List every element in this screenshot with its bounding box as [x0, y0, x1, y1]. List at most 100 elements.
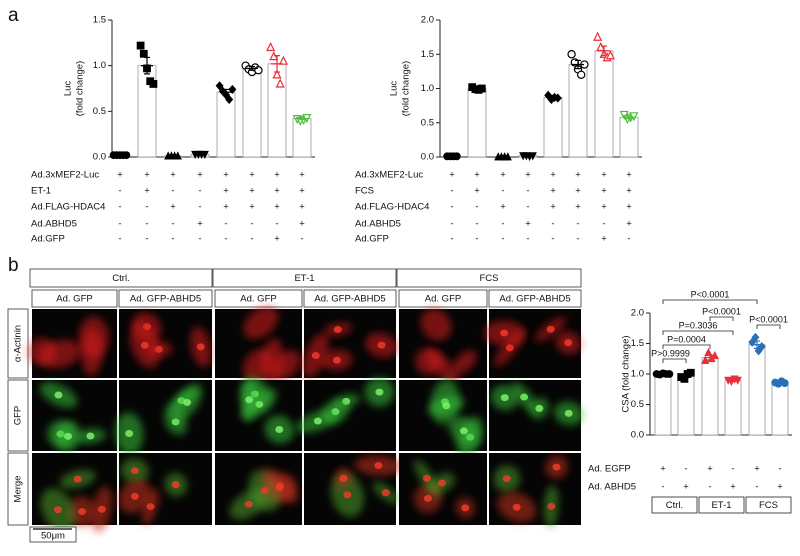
condition-value: -	[145, 219, 148, 230]
condition-value: -	[145, 202, 148, 213]
condition-value: -	[602, 219, 605, 230]
y-tick-label: 0.0	[93, 152, 106, 163]
nucleus	[74, 476, 82, 483]
error-bar	[114, 155, 126, 156]
y-tick-label: 0.0	[421, 152, 434, 163]
condition-label: Ad.ABHD5	[355, 219, 401, 230]
condition-value: -	[118, 234, 121, 245]
group-label: Ctrl.	[666, 500, 683, 511]
nucleus	[535, 405, 543, 412]
y-tick-label: 1.0	[93, 60, 106, 71]
condition-value: +	[525, 170, 531, 181]
bar	[678, 376, 694, 435]
nucleus	[382, 489, 390, 496]
data-point	[150, 80, 157, 87]
nucleus	[442, 402, 450, 409]
bar	[569, 65, 587, 157]
y-tick-label: 1.5	[93, 15, 106, 26]
condition-value: -	[171, 186, 174, 197]
row-label: α-Actinin	[13, 325, 24, 362]
subcolumn-header: Ad. GFP	[56, 294, 92, 305]
nucleus	[125, 430, 133, 437]
bar	[468, 89, 486, 158]
condition-value: -	[551, 219, 554, 230]
condition-value: -	[300, 234, 303, 245]
subcolumn-header: Ad. GFP-ABHD5	[314, 294, 385, 305]
condition-value: +	[170, 170, 176, 181]
condition-value: +	[601, 202, 607, 213]
nucleus	[245, 396, 253, 403]
condition-value: -	[250, 219, 253, 230]
bar	[243, 68, 261, 157]
condition-value: +	[223, 170, 229, 181]
data-point	[597, 43, 604, 50]
y-tick-label: 1.0	[631, 369, 644, 380]
bar	[595, 51, 613, 157]
bar	[655, 374, 671, 435]
condition-label: Ad.FLAG-HDAC4	[355, 202, 429, 213]
data-point	[280, 57, 287, 64]
nucleus	[275, 426, 283, 433]
condition-value: -	[526, 202, 529, 213]
y-tick-label: 0.5	[631, 399, 644, 410]
bar	[620, 117, 638, 157]
nucleus	[131, 493, 139, 500]
condition-value: -	[661, 482, 664, 493]
condition-value: -	[250, 234, 253, 245]
panel-label: a	[8, 5, 19, 26]
data-point	[137, 42, 144, 49]
nucleus	[333, 357, 341, 364]
condition-value: -	[450, 202, 453, 213]
nucleus	[172, 481, 180, 488]
group-label: ET-1	[711, 500, 731, 511]
nucleus	[64, 433, 72, 440]
condition-value: +	[550, 202, 556, 213]
condition-value: +	[249, 202, 255, 213]
condition-value: -	[118, 202, 121, 213]
condition-value: -	[475, 202, 478, 213]
subcolumn-header: Ad. GFP	[425, 294, 461, 305]
condition-value: +	[550, 186, 556, 197]
condition-value: +	[249, 186, 255, 197]
condition-value: +	[474, 186, 480, 197]
condition-label: ET-1	[31, 186, 51, 197]
nucleus	[547, 503, 555, 510]
condition-value: +	[525, 219, 531, 230]
condition-label: Ad.GFP	[355, 234, 389, 245]
nucleus	[197, 343, 205, 350]
condition-label: Ad.3xMEF2-Luc	[31, 170, 99, 181]
condition-value: -	[708, 482, 711, 493]
y-tick-label: 0.5	[421, 117, 434, 128]
condition-label: Ad.3xMEF2-Luc	[355, 170, 423, 181]
condition-value: +	[707, 464, 713, 475]
data-point	[578, 71, 585, 78]
column-header: Ctrl.	[112, 273, 129, 284]
condition-label: Ad. ABHD5	[588, 482, 636, 493]
data-point	[140, 50, 147, 57]
condition-value: -	[118, 186, 121, 197]
condition-value: +	[144, 170, 150, 181]
nucleus	[438, 480, 446, 487]
data-point	[255, 67, 262, 74]
condition-value: +	[601, 186, 607, 197]
error-bar	[522, 155, 534, 156]
condition-value: -	[118, 219, 121, 230]
nucleus	[334, 326, 342, 333]
condition-value: -	[501, 219, 504, 230]
condition-value: +	[223, 202, 229, 213]
condition-value: -	[627, 234, 630, 245]
subcolumn-header: Ad. GFP-ABHD5	[499, 294, 570, 305]
row-label: Merge	[13, 476, 24, 503]
condition-value: +	[626, 170, 632, 181]
nucleus	[424, 495, 432, 502]
condition-value: +	[500, 170, 506, 181]
group-label: FCS	[759, 500, 778, 511]
condition-value: +	[299, 202, 305, 213]
y-tick-label: 2.0	[421, 15, 434, 26]
condition-value: +	[274, 186, 280, 197]
condition-value: -	[551, 234, 554, 245]
condition-value: +	[683, 482, 689, 493]
panel-label: b	[8, 255, 19, 276]
condition-value: +	[249, 170, 255, 181]
nucleus	[377, 342, 385, 349]
